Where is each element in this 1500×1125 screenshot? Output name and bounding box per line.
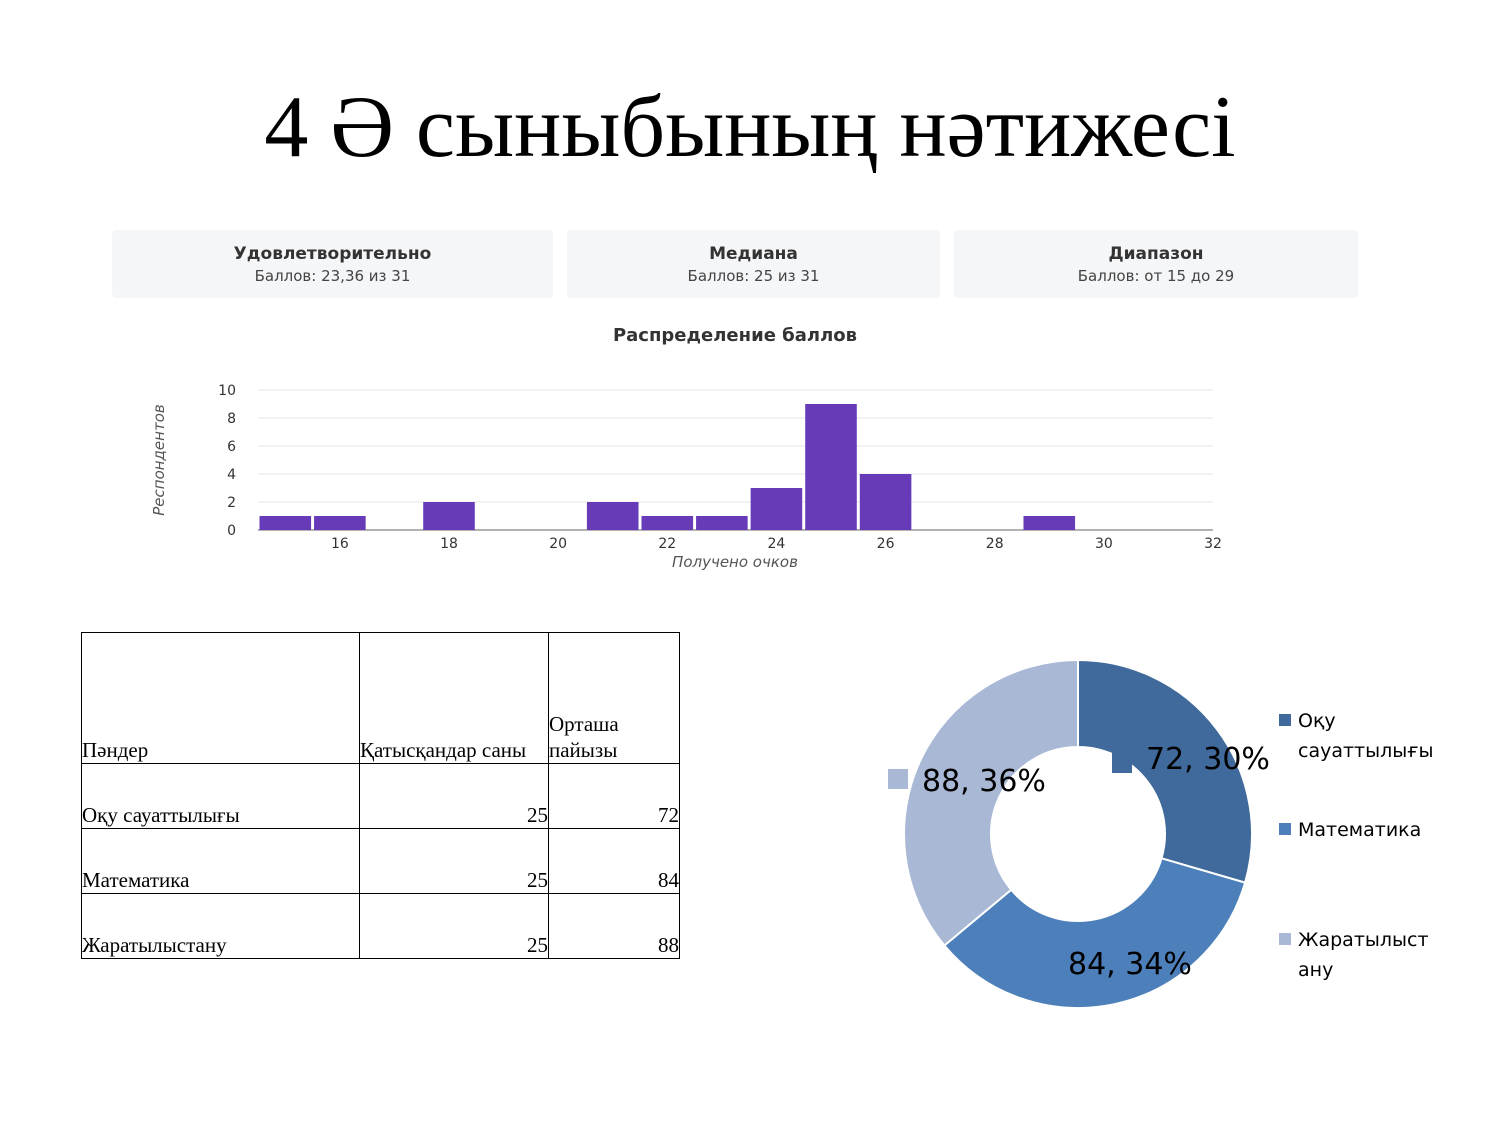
- x-tick-label: 24: [768, 536, 786, 552]
- stat-card-median: Медиана Баллов: 25 из 31: [567, 230, 940, 298]
- y-tick-label: 8: [227, 411, 236, 427]
- legend-label-line: ану: [1298, 959, 1333, 981]
- y-tick-label: 4: [227, 467, 236, 483]
- histogram-bar: [696, 516, 748, 530]
- y-tick-label: 0: [227, 523, 236, 539]
- stat-card-title: Диапазон: [1108, 244, 1204, 264]
- table-cell: Оқу сауаттылығы: [81, 763, 360, 829]
- x-tick-label: 18: [440, 536, 458, 552]
- table-row: Жаратылыстану 25 88: [81, 893, 680, 959]
- stat-card-satisfactory: Удовлетворительно Баллов: 23,36 из 31: [112, 230, 553, 298]
- x-tick-label: 28: [986, 536, 1004, 552]
- y-tick-label: 6: [227, 439, 236, 455]
- histogram-bar: [805, 404, 857, 530]
- stat-card-subtitle: Баллов: от 15 до 29: [1077, 267, 1235, 285]
- table-cell: 25: [359, 893, 549, 959]
- donut-slice: [903, 658, 1079, 947]
- table-cell: 25: [359, 763, 549, 829]
- table-cell: 25: [359, 828, 549, 894]
- table-row: Математика 25 84: [81, 828, 680, 894]
- table-cell: 84: [548, 828, 680, 894]
- x-tick-label: 26: [877, 536, 895, 552]
- legend-label-line: Жаратылыст: [1298, 929, 1429, 951]
- donut-slice: [942, 857, 1247, 1009]
- x-axis-label: Получено очков: [672, 553, 798, 571]
- legend-swatch: [1279, 714, 1291, 726]
- donut-slice: [1077, 658, 1253, 884]
- table-cell: Математика: [81, 828, 360, 894]
- table-cell: 88: [548, 893, 680, 959]
- table-header-cell: Қатысқандар саны: [359, 632, 549, 764]
- table-cell: Жаратылыстану: [81, 893, 360, 959]
- results-table: Пәндер Қатысқандар саны Орташа пайызы Оқ…: [81, 632, 680, 959]
- table-header-cell: Пәндер: [81, 632, 360, 764]
- x-tick-label: 32: [1204, 536, 1222, 552]
- donut-data-label: 84, 34%: [1068, 947, 1192, 982]
- table-header-row: Пәндер Қатысқандар саны Орташа пайызы: [81, 632, 680, 764]
- stat-card-subtitle: Баллов: 23,36 из 31: [254, 267, 411, 285]
- legend-label-line: Оқу: [1298, 710, 1336, 732]
- histogram-bar: [314, 516, 366, 530]
- stat-card-range: Диапазон Баллов: от 15 до 29: [954, 230, 1358, 298]
- y-tick-label: 2: [227, 495, 236, 511]
- chart-title: Распределение баллов: [613, 325, 857, 346]
- data-label-marker: [888, 769, 908, 789]
- table-cell: 72: [548, 763, 680, 829]
- legend-swatch: [1279, 933, 1291, 945]
- histogram-bar: [259, 516, 312, 530]
- x-tick-label: 20: [549, 536, 567, 552]
- x-tick-label: 30: [1095, 536, 1113, 552]
- stat-card-subtitle: Баллов: 25 из 31: [687, 267, 820, 285]
- y-axis-label: Респондентов: [150, 404, 168, 516]
- histogram-bar: [641, 516, 694, 530]
- legend-label-line: сауаттылығы: [1298, 740, 1433, 762]
- x-tick-label: 22: [658, 536, 676, 552]
- y-tick-label: 10: [218, 383, 236, 399]
- legend-swatch: [1279, 823, 1291, 835]
- table-row: Оқу сауаттылығы 25 72: [81, 763, 680, 829]
- donut-data-label: 72, 30%: [1146, 742, 1270, 777]
- histogram-bar: [586, 502, 639, 530]
- histogram-bar: [1023, 516, 1076, 530]
- stat-card-title: Медиана: [709, 244, 798, 264]
- x-tick-label: 16: [331, 536, 349, 552]
- legend-label: Оқу сауаттылығы: [1298, 710, 1433, 762]
- table-header-cell: Орташа пайызы: [548, 632, 680, 764]
- histogram-bar: [423, 502, 475, 530]
- histogram-bar: [859, 474, 912, 530]
- stat-card-title: Удовлетворительно: [233, 244, 432, 264]
- legend-label: Математика: [1298, 819, 1421, 841]
- legend-label: Жаратылыст ану: [1298, 929, 1429, 981]
- data-label-marker: [1112, 753, 1132, 773]
- donut-data-label: 88, 36%: [922, 764, 1046, 799]
- slide-title: 4 Ә сыныбының нәтижесі: [264, 79, 1236, 176]
- histogram-bar: [750, 488, 803, 530]
